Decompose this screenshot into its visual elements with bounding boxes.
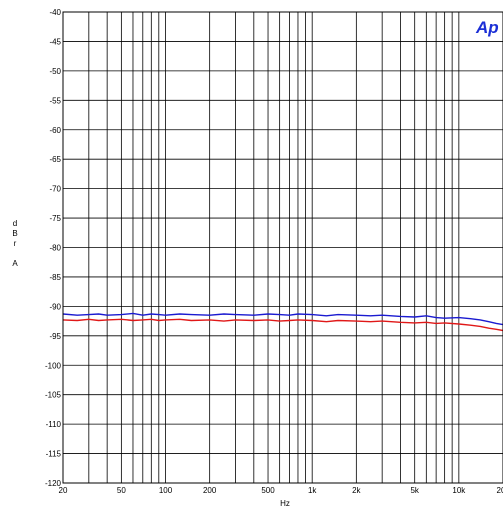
y-tick-label: -75: [49, 214, 61, 223]
y-tick-label: -40: [49, 8, 61, 17]
y-tick-label: -90: [49, 302, 61, 311]
x-tick-label: 2k: [352, 486, 361, 495]
y-tick-label: -100: [45, 361, 62, 370]
grid: [62, 11, 503, 484]
logo-text: Ap: [475, 18, 499, 37]
y-axis-label-letter: A: [12, 259, 18, 268]
y-tick-label: -65: [49, 155, 61, 164]
x-tick-label: 20: [59, 486, 68, 495]
x-tick-label: 10k: [452, 486, 466, 495]
y-tick-label: -115: [46, 450, 62, 459]
x-tick-label: 50: [117, 486, 126, 495]
x-tick-label: 100: [159, 486, 173, 495]
y-axis-label-letter: B: [12, 229, 17, 238]
series-line: [62, 312, 503, 326]
y-axis-label: dBr A: [12, 219, 18, 268]
x-tick-label: 1k: [308, 486, 317, 495]
y-tick-label: -60: [49, 126, 61, 135]
x-tick-label: 5k: [410, 486, 419, 495]
y-tick-label: -120: [45, 479, 62, 488]
y-axis-label-letter: r: [14, 239, 17, 248]
x-tick-label: 20k: [497, 486, 503, 495]
y-tick-label: -85: [49, 273, 61, 282]
plot-frame: [62, 11, 503, 484]
y-tick-label: -80: [49, 244, 61, 253]
y-tick-label: -70: [49, 185, 61, 194]
y-tick-label: -95: [49, 332, 61, 341]
x-axis-label: Hz: [280, 499, 290, 508]
y-tick-label: -50: [49, 67, 61, 76]
y-axis-label-letter: d: [13, 219, 17, 228]
y-tick-label: -110: [46, 420, 62, 429]
y-tick-label: -55: [49, 96, 61, 105]
series-line: [62, 318, 503, 332]
series-layer: [62, 312, 503, 332]
x-tick-labels: 20 50 100 200 500 1k 2k 5k 10k 20k: [59, 486, 503, 495]
y-tick-label: -45: [49, 37, 61, 46]
x-tick-label: 200: [203, 486, 217, 495]
x-tick-label: 500: [261, 486, 275, 495]
y-tick-label: -105: [45, 391, 62, 400]
y-tick-labels: -40 -45 -50 -55 -60 -65 -70 -75 -80 -85 -90 -95 -100…: [45, 8, 62, 488]
